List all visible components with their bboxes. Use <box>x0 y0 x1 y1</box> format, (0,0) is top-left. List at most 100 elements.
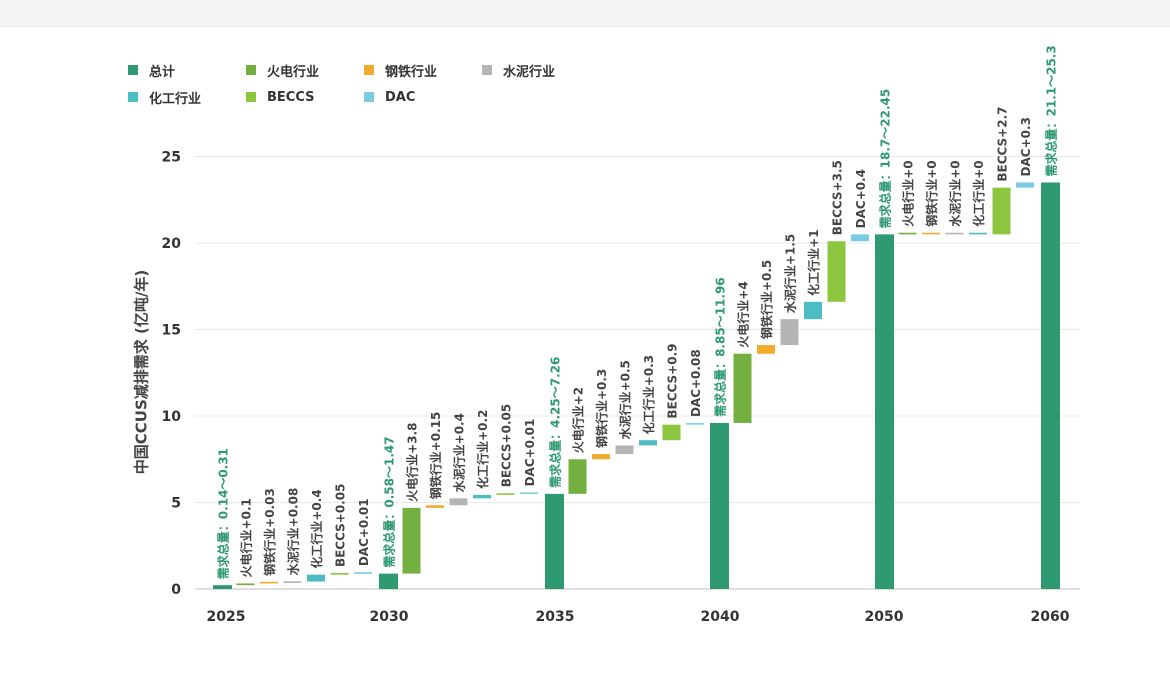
bar-label: 化工行业+0.2 <box>475 410 490 489</box>
x-tick-label: 2035 <box>536 609 575 625</box>
legend-label: 总计 <box>149 64 176 80</box>
bar-label: DAC+0.01 <box>357 498 371 566</box>
legend-label: 钢铁行业 <box>385 64 438 80</box>
bar-label: 水泥行业+1.5 <box>783 234 798 313</box>
bar-total <box>213 585 232 589</box>
bar-dac <box>520 492 538 495</box>
x-tick-label: 2050 <box>865 609 904 625</box>
bar-label: BECCS+3.5 <box>831 160 845 235</box>
bar-power <box>236 583 255 586</box>
bar-power <box>402 507 421 574</box>
legend-swatch <box>246 65 256 75</box>
y-tick-label: 5 <box>171 496 181 512</box>
legend-item: 火电行业 <box>246 60 319 80</box>
bar-total <box>379 573 398 589</box>
legend-item: DAC <box>364 87 415 107</box>
bar-total <box>710 422 729 589</box>
bar-cement <box>449 498 468 506</box>
legend-item: BECCS <box>246 87 314 107</box>
bar-label: 水泥行业+0 <box>948 160 963 226</box>
y-tick-label: 15 <box>162 323 181 339</box>
bar-label: 火电行业+2 <box>571 387 586 453</box>
bar-cement <box>945 232 964 235</box>
bar-label: BECCS+0.9 <box>666 344 680 419</box>
bar-total <box>545 493 564 589</box>
bar-label: 需求总量：21.1～25.3 <box>1044 45 1059 176</box>
bar-label: 钢铁行业+0.03 <box>262 488 277 576</box>
bar-total <box>875 234 894 589</box>
bar-steel <box>757 345 775 354</box>
bar-steel <box>426 505 444 508</box>
y-tick-label: 20 <box>162 236 182 252</box>
bar-label: 需求总量：4.25～7.26 <box>548 357 563 488</box>
bar-dac <box>686 423 704 425</box>
bar-label: 化工行业+0.4 <box>309 489 324 568</box>
legend-label: DAC <box>385 89 416 105</box>
bar-label: DAC+0.4 <box>854 169 868 228</box>
bar-label: BECCS+2.7 <box>996 106 1010 181</box>
bar-label: 水泥行业+0.08 <box>286 488 301 576</box>
bar-beccs <box>992 187 1011 235</box>
bar-chem <box>307 574 325 582</box>
bar-label: 钢铁行业+0.15 <box>428 412 443 500</box>
bar-label: DAC+0.01 <box>523 419 537 487</box>
bar-label: 需求总量：0.14～0.31 <box>216 448 231 579</box>
legend-item: 总计 <box>128 60 175 80</box>
bar-power <box>568 459 587 494</box>
bar-label: 钢铁行业+0 <box>924 160 939 226</box>
bar-cement <box>615 445 634 455</box>
bar-label: 钢铁行业+0.3 <box>594 369 609 448</box>
bar-chem <box>969 232 987 235</box>
legend-label: BECCS <box>267 89 315 105</box>
bar-label: 火电行业+0 <box>901 160 916 226</box>
bar-beccs <box>330 573 349 575</box>
bar-label: DAC+0.3 <box>1019 117 1033 176</box>
bar-dac <box>851 234 869 242</box>
bar-label: 需求总量：0.58～1.47 <box>382 436 397 567</box>
legend-item: 化工行业 <box>128 87 201 107</box>
bar-power <box>898 232 917 235</box>
y-tick-label: 0 <box>171 582 181 598</box>
bar-cement <box>780 319 799 346</box>
bar-dac <box>354 572 372 574</box>
bar-beccs <box>827 241 846 302</box>
bar-label: 化工行业+0.3 <box>641 355 656 434</box>
bar-label: BECCS+0.05 <box>500 404 514 487</box>
bar-chem <box>473 494 491 499</box>
bar-chem <box>804 301 822 320</box>
top-band <box>0 0 1170 27</box>
x-tick-label: 2060 <box>1031 609 1070 625</box>
bar-label: 水泥行业+0.5 <box>618 360 633 439</box>
bar-beccs <box>662 424 681 441</box>
bar-label: 需求总量：8.85～11.96 <box>713 277 728 417</box>
legend-swatch <box>364 92 374 102</box>
bar-power <box>733 353 752 423</box>
bar-label: 火电行业+3.8 <box>405 423 420 502</box>
bar-label: 化工行业+1 <box>806 229 821 295</box>
x-tick-label: 2025 <box>207 609 246 625</box>
bar-steel <box>592 454 610 460</box>
bar-label: 化工行业+0 <box>971 160 986 226</box>
legend-swatch <box>246 92 256 102</box>
bar-total <box>1041 182 1060 589</box>
legend-swatch <box>128 65 138 75</box>
bar-steel <box>922 232 940 235</box>
bar-label: 需求总量：18.7～22.45 <box>878 89 893 229</box>
bar-steel <box>260 581 278 584</box>
legend-item: 水泥行业 <box>482 60 555 80</box>
bar-beccs <box>496 493 515 495</box>
bar-label: 火电行业+4 <box>736 281 751 347</box>
bar-chem <box>639 440 657 446</box>
bar-dac <box>1016 182 1034 188</box>
legend-swatch <box>128 92 138 102</box>
x-tick-label: 2030 <box>370 609 409 625</box>
y-tick-label: 10 <box>162 409 182 425</box>
bar-cement <box>283 581 302 583</box>
legend-label: 火电行业 <box>267 64 320 80</box>
bar-label: 水泥行业+0.4 <box>452 413 467 492</box>
legend-item: 钢铁行业 <box>364 60 437 80</box>
legend-swatch <box>482 65 492 75</box>
bar-label: 火电行业+0.1 <box>239 498 254 577</box>
